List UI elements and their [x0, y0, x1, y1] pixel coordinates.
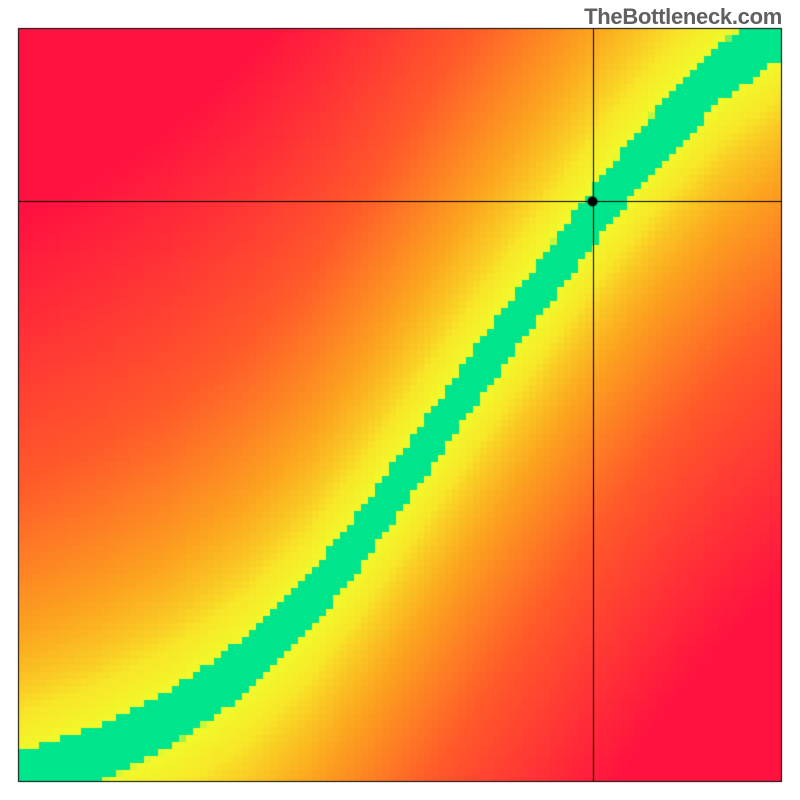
bottleneck-heatmap [0, 0, 800, 800]
watermark-label: TheBottleneck.com [584, 4, 782, 30]
